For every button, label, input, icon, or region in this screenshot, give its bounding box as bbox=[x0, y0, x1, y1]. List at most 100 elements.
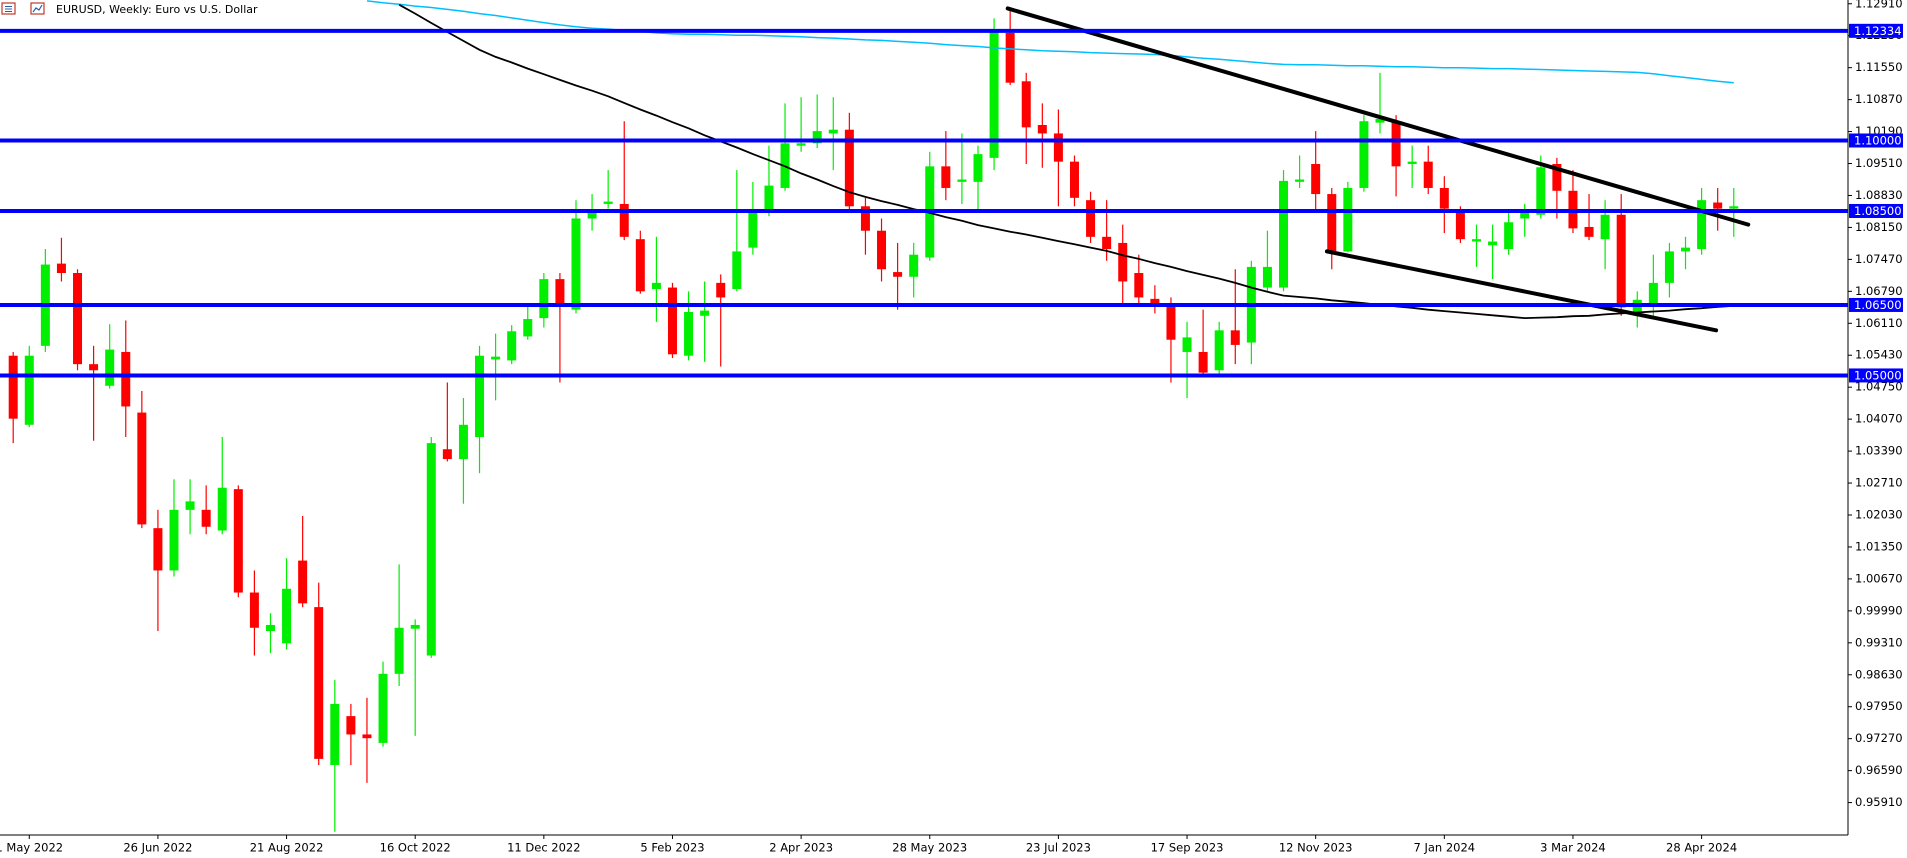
candle-body bbox=[121, 351, 131, 407]
y-tick-label: 1.06790 bbox=[1855, 284, 1903, 298]
candle-body bbox=[1311, 163, 1321, 195]
y-tick-label: 1.10870 bbox=[1855, 92, 1903, 106]
candle-body bbox=[1536, 167, 1546, 215]
x-tick-label: 3 Mar 2024 bbox=[1540, 841, 1606, 855]
candle-body bbox=[844, 129, 854, 207]
candle-body bbox=[491, 356, 501, 360]
candle-body bbox=[378, 673, 388, 743]
candle-body bbox=[410, 624, 420, 629]
candle-body bbox=[1021, 81, 1031, 128]
x-tick-label: 16 Oct 2022 bbox=[380, 841, 451, 855]
candle-body bbox=[1648, 282, 1658, 304]
x-tick-label: 1 May 2022 bbox=[0, 841, 63, 855]
trendline bbox=[1324, 249, 1719, 333]
candle-body bbox=[394, 627, 404, 674]
y-tick-label: 1.02030 bbox=[1855, 508, 1903, 522]
candle-body bbox=[555, 279, 565, 304]
x-tick-label: 11 Dec 2022 bbox=[507, 841, 580, 855]
candle-body bbox=[909, 254, 919, 277]
candle-body bbox=[716, 282, 726, 298]
x-tick-label: 17 Sep 2023 bbox=[1151, 841, 1224, 855]
candle-body bbox=[989, 30, 999, 158]
candle-body bbox=[1279, 180, 1289, 288]
candle-body bbox=[828, 129, 838, 134]
y-tick-label: 1.02710 bbox=[1855, 476, 1903, 490]
candle-body bbox=[442, 449, 452, 460]
trendline bbox=[1005, 6, 1751, 227]
x-tick-label: 28 May 2023 bbox=[892, 841, 967, 855]
candle-body bbox=[298, 560, 308, 604]
x-tick-label: 28 Apr 2024 bbox=[1666, 841, 1737, 855]
candle-body bbox=[153, 528, 163, 571]
candle-body bbox=[684, 312, 694, 356]
candle-body bbox=[282, 588, 292, 644]
x-tick-label: 2 Apr 2023 bbox=[769, 841, 833, 855]
candle-body bbox=[201, 509, 211, 527]
candle-body bbox=[1552, 163, 1562, 191]
y-tick-label: 1.04750 bbox=[1855, 380, 1903, 394]
candle-body bbox=[1600, 214, 1610, 240]
candle-body bbox=[1488, 241, 1498, 246]
y-tick-label: 1.08150 bbox=[1855, 220, 1903, 234]
candle-body bbox=[1423, 161, 1433, 188]
icon-line bbox=[32, 4, 43, 13]
candle-body bbox=[1681, 247, 1691, 252]
y-tick-label: 1.00670 bbox=[1855, 571, 1903, 585]
candle-body bbox=[877, 230, 887, 270]
y-tick-label: 1.12910 bbox=[1855, 0, 1903, 10]
candle-body bbox=[249, 592, 259, 628]
x-tick-label: 26 Jun 2022 bbox=[123, 841, 192, 855]
level-label-box bbox=[1849, 23, 1903, 38]
candle-body bbox=[973, 154, 983, 182]
candle-body bbox=[1053, 133, 1063, 162]
candle-body bbox=[651, 282, 661, 289]
candle-body bbox=[475, 355, 485, 438]
candle-body bbox=[1005, 32, 1015, 83]
candle-body bbox=[507, 331, 517, 361]
candle-body bbox=[812, 131, 822, 144]
y-tick-label: 1.06110 bbox=[1855, 316, 1903, 330]
y-tick-label: 0.95910 bbox=[1855, 795, 1903, 809]
level-label: 1.06500 bbox=[1854, 298, 1902, 312]
candle-body bbox=[1166, 303, 1176, 340]
level-label: 1.05000 bbox=[1854, 368, 1902, 382]
candle-body bbox=[1616, 214, 1626, 308]
candle-body bbox=[796, 143, 806, 146]
candle-body bbox=[893, 272, 903, 277]
candle-body bbox=[1182, 337, 1192, 352]
y-tick-label: 0.99990 bbox=[1855, 603, 1903, 617]
y-tick-label: 1.07470 bbox=[1855, 252, 1903, 266]
x-tick-label: 21 Aug 2022 bbox=[250, 841, 324, 855]
candle-body bbox=[1520, 212, 1530, 219]
candle-body bbox=[24, 355, 34, 425]
candle-body bbox=[1455, 212, 1465, 240]
candle-body bbox=[362, 734, 372, 739]
candle-body bbox=[458, 424, 468, 460]
level-label: 1.08500 bbox=[1854, 204, 1902, 218]
candle-body bbox=[1375, 118, 1385, 123]
candle-body bbox=[571, 218, 581, 310]
candle-body bbox=[860, 206, 870, 231]
x-tick-label: 12 Nov 2023 bbox=[1279, 841, 1353, 855]
candle-body bbox=[635, 239, 645, 292]
level-label-box bbox=[1849, 133, 1903, 148]
x-tick-label: 5 Feb 2023 bbox=[640, 841, 704, 855]
candle-body bbox=[1086, 200, 1096, 237]
candle-body bbox=[619, 203, 629, 237]
level-label-box bbox=[1849, 297, 1903, 312]
candle-body bbox=[1729, 206, 1739, 209]
x-tick-label: 23 Jul 2023 bbox=[1026, 841, 1091, 855]
candle-body bbox=[957, 179, 967, 182]
y-tick-label: 0.97950 bbox=[1855, 699, 1903, 713]
candle-body bbox=[89, 364, 99, 371]
candle-body bbox=[748, 210, 758, 248]
candle-body bbox=[587, 212, 597, 219]
y-tick-label: 1.05430 bbox=[1855, 348, 1903, 362]
title-icons bbox=[1, 2, 45, 15]
candle-body bbox=[1327, 194, 1337, 253]
y-tick-label: 0.96590 bbox=[1855, 763, 1903, 777]
candle-body bbox=[732, 251, 742, 289]
y-tick-label: 1.09510 bbox=[1855, 156, 1903, 170]
candle-body bbox=[265, 624, 275, 632]
